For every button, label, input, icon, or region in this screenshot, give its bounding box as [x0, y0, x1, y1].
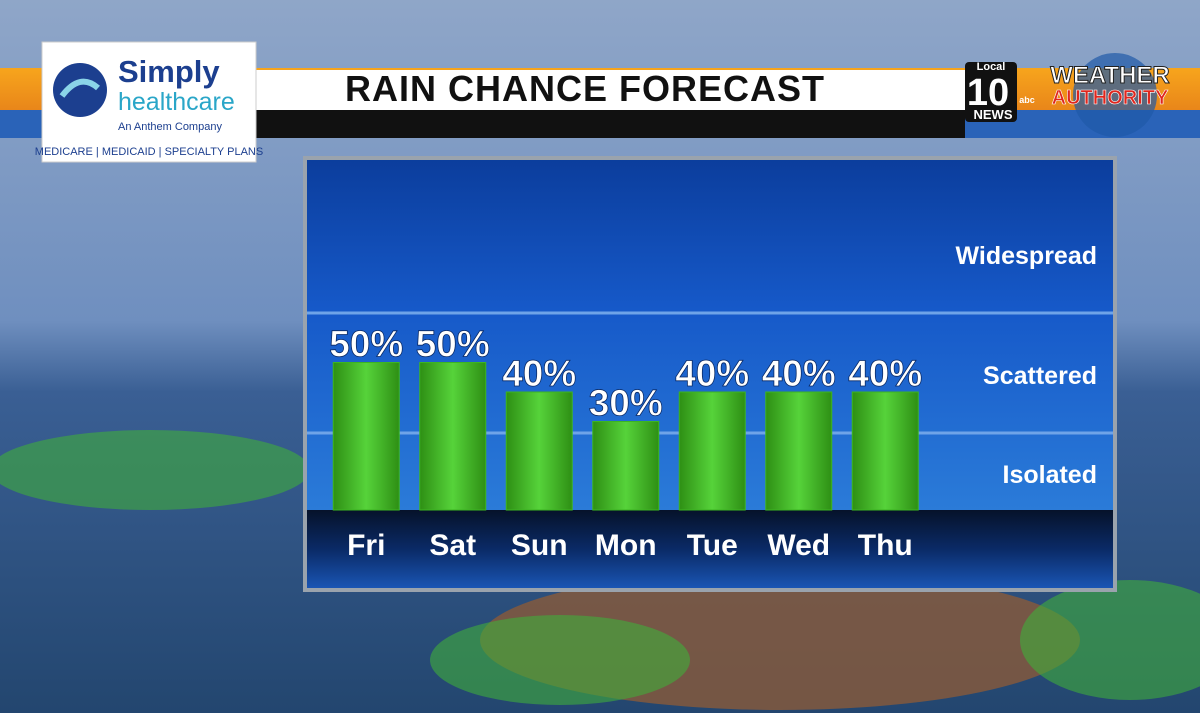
- value-label: 40%: [675, 353, 749, 394]
- sponsor-mark: [53, 63, 107, 117]
- chart-floor: [307, 510, 1113, 588]
- x-tick-label: Mon: [595, 529, 657, 562]
- bar: [765, 391, 833, 511]
- sponsor-plans: MEDICARE | MEDICAID | SPECIALTY PLANS: [35, 146, 263, 158]
- station-news: NEWS: [974, 107, 1013, 122]
- zone-label: Scattered: [983, 362, 1097, 390]
- radar: [430, 615, 690, 705]
- sponsor-name: healthcare: [118, 88, 235, 116]
- bar: [505, 391, 573, 511]
- station-brand: WEATHER: [1050, 62, 1170, 89]
- value-label: 40%: [762, 353, 836, 394]
- x-tick-label: Thu: [858, 529, 913, 562]
- title-banner: [255, 70, 965, 110]
- bar: [592, 421, 660, 511]
- x-tick-label: Tue: [687, 529, 738, 562]
- chart: Widespread Scattered Isolated 50% Fri 50% Sat 4…: [303, 156, 1117, 592]
- value-label: 40%: [502, 353, 576, 394]
- bar: [332, 362, 400, 511]
- bar: [419, 362, 487, 511]
- sponsor-name: Simply: [118, 54, 220, 89]
- x-tick-label: Wed: [767, 529, 830, 562]
- station-number: 10: [967, 72, 1009, 114]
- zone-label: Isolated: [1003, 461, 1097, 489]
- value-label: 50%: [329, 324, 403, 365]
- radar: [0, 430, 310, 510]
- value-label: 30%: [589, 383, 663, 424]
- radar: [1020, 580, 1200, 700]
- station-brand: AUTHORITY: [1052, 87, 1169, 109]
- x-tick-label: Fri: [347, 529, 385, 562]
- bar: [678, 391, 746, 511]
- x-tick-label: Sat: [429, 529, 476, 562]
- bar: [851, 391, 919, 511]
- value-label: 40%: [848, 353, 922, 394]
- station-logo: [965, 62, 1017, 122]
- station-network: abc: [1019, 95, 1035, 105]
- station-local: Local: [977, 61, 1006, 73]
- station-badge: [1073, 53, 1157, 137]
- value-label: 50%: [416, 324, 490, 365]
- sponsor-mark-swoosh: [59, 78, 100, 98]
- chart-title: RAIN CHANCE FORECAST: [345, 68, 825, 109]
- x-tick-label: Sun: [511, 529, 568, 562]
- zone-label: Widespread: [956, 242, 1097, 270]
- sponsor-tagline: An Anthem Company: [118, 121, 222, 133]
- title-underbar: [255, 110, 965, 138]
